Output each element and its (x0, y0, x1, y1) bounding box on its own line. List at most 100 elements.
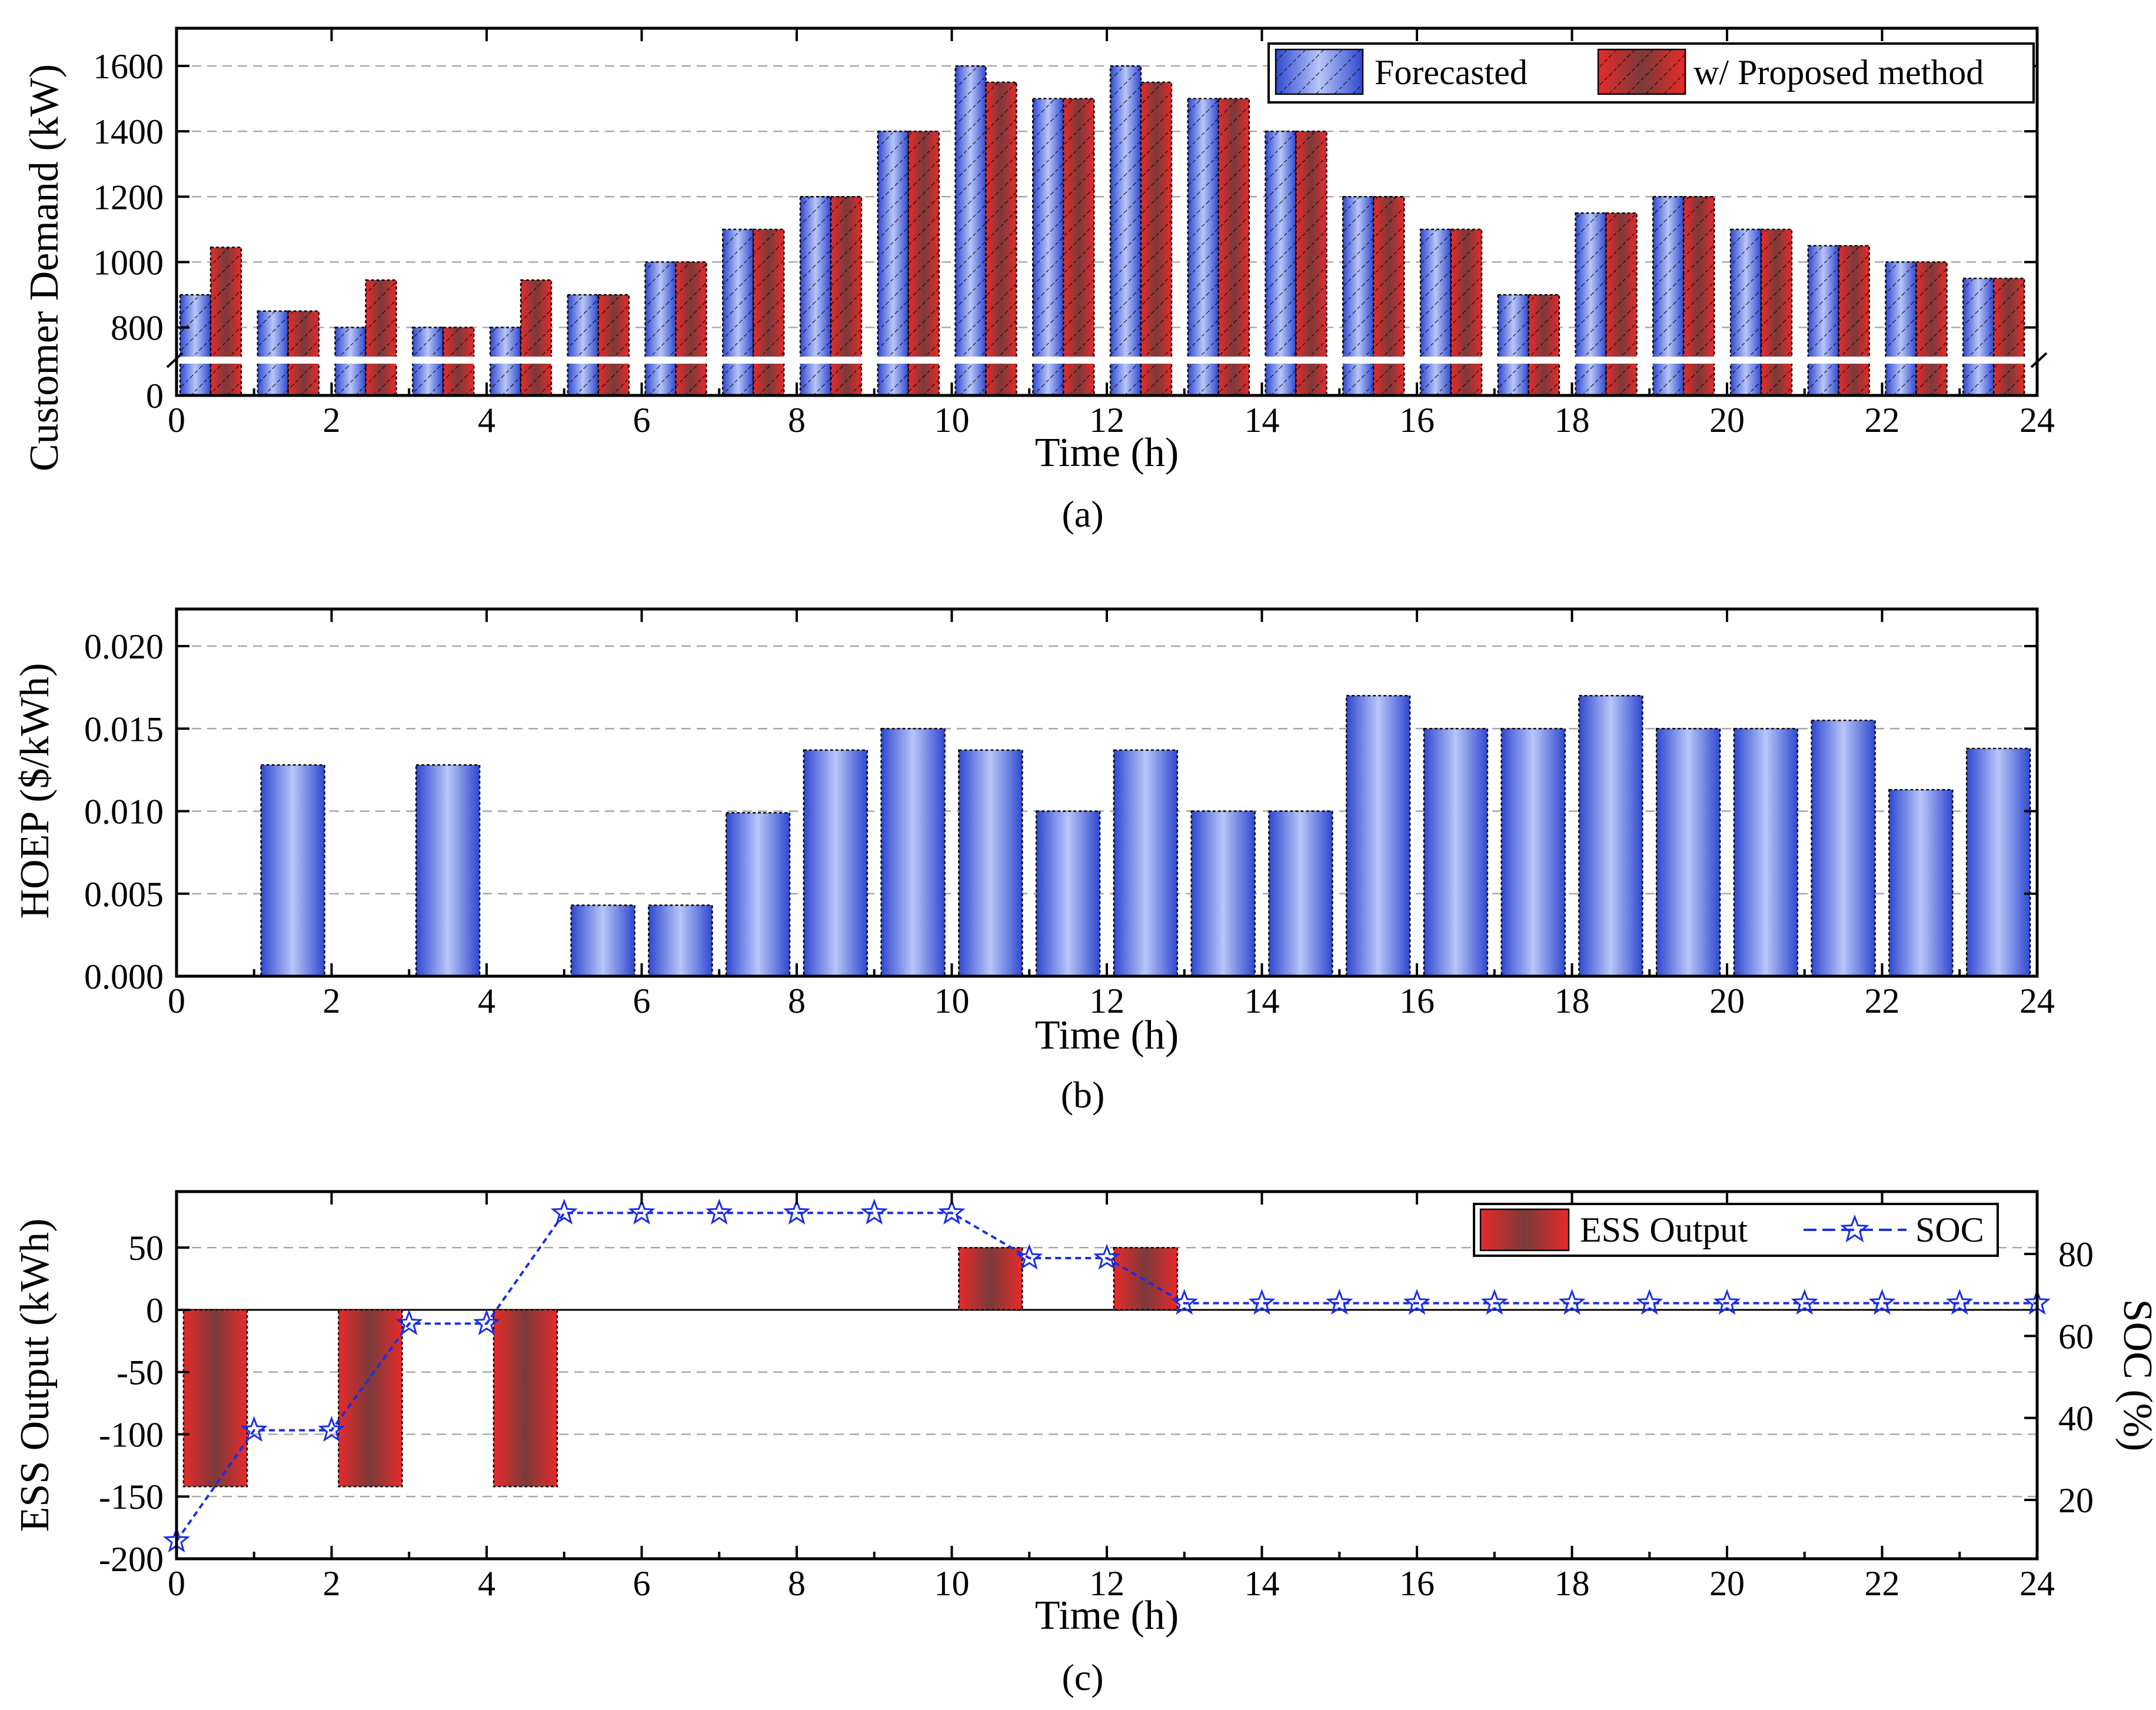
x-tick-label: 24 (2019, 401, 2055, 440)
bar-forecasted-hatch (1731, 229, 1761, 395)
soc-line-path (175, 1212, 2037, 1542)
bar-proposed-hatch (1994, 278, 2025, 395)
legend-label-soc: SOC (1915, 1210, 1984, 1249)
soc-point (240, 1416, 268, 1442)
bar-forecasted-hatch (1498, 294, 1529, 395)
panel-a-legend: Forecasted w/ Proposed method (1267, 42, 2035, 104)
bar-forecasted-hatch (1110, 66, 1141, 396)
panel-b-bars (260, 694, 2031, 977)
y-tick-label: 0 (146, 1291, 164, 1330)
bar-proposed-hatch (1761, 229, 1792, 395)
bar-forecasted-hatch (1420, 229, 1451, 395)
x-tick-label: 22 (1865, 982, 1900, 1020)
panel-b-caption: (b) (1061, 1074, 1105, 1116)
bar-ess-output (1113, 1246, 1179, 1311)
bar-forecasted-hatch (800, 197, 831, 395)
soc-point (1248, 1289, 1276, 1315)
soc-point (1480, 1289, 1508, 1315)
bar-hoep (1655, 728, 1721, 977)
y2-tick-label: 20 (2058, 1481, 2094, 1520)
soc-point (1093, 1243, 1121, 1270)
panel-b-ylabel: HOEP ($/kWh) (12, 663, 58, 919)
soc-point (1713, 1289, 1741, 1315)
panel-b-xlabel: Time (h) (1035, 1013, 1179, 1058)
bar-hoep (958, 749, 1023, 977)
bar-hoep (648, 904, 713, 977)
y-tick-label: 1600 (93, 47, 164, 86)
bar-hoep (1578, 694, 1643, 977)
bar-hoep (725, 812, 791, 977)
bar-hoep (1811, 720, 1876, 977)
bar-proposed-hatch (1141, 82, 1172, 395)
x-tick-label: 6 (633, 1564, 651, 1603)
bar-ess-output (182, 1309, 248, 1488)
soc-point (1558, 1289, 1586, 1315)
bar-proposed-hatch (1063, 98, 1094, 395)
y-tick-label: 1000 (93, 243, 164, 282)
y-tick-label: 0.015 (84, 710, 164, 748)
bar-proposed-hatch (1528, 294, 1559, 395)
bar-forecasted-hatch (955, 66, 986, 396)
bar-proposed-hatch (521, 280, 551, 395)
x-tick-label: 8 (788, 1564, 806, 1603)
x-tick-label: 18 (1555, 1564, 1590, 1603)
soc-point (1791, 1289, 1818, 1315)
bar-proposed-hatch (908, 131, 939, 395)
y-tick-label: 1200 (93, 178, 164, 217)
x-tick-label: 22 (1865, 401, 1900, 440)
y-tick-label: -100 (99, 1415, 164, 1454)
x-tick-label: 22 (1865, 1564, 1900, 1603)
y-tick-label: 800 (111, 308, 164, 347)
bar-forecasted-hatch (723, 229, 754, 395)
x-tick-label: 0 (168, 982, 185, 1020)
bar-hoep (1113, 749, 1179, 977)
bar-forecasted-hatch (257, 311, 288, 395)
panel-a-xlabel: Time (h) (1035, 430, 1179, 475)
bar-forecasted-hatch (877, 131, 909, 395)
x-tick-label: 0 (168, 1564, 185, 1603)
x-tick-label: 2 (323, 401, 341, 440)
bar-hoep (415, 764, 481, 977)
bar-proposed-hatch (598, 294, 629, 395)
bar-hoep (1035, 810, 1101, 977)
x-tick-label: 8 (788, 982, 806, 1020)
y-tick-label: 50 (128, 1229, 164, 1267)
x-tick-label: 12 (1089, 401, 1124, 440)
soc-point (318, 1416, 345, 1442)
x-tick-label: 6 (633, 982, 651, 1020)
y-tick-label: 1400 (93, 112, 164, 151)
bar-hoep (1965, 747, 2031, 977)
soc-point (1016, 1243, 1043, 1270)
bar-forecasted-hatch (645, 262, 676, 395)
x-tick-label: 18 (1555, 982, 1590, 1020)
bar-hoep (1345, 694, 1411, 977)
bar-hoep (1423, 728, 1489, 977)
panel-c-y2label: SOC (%) (2115, 1299, 2156, 1452)
panel-a-axis-break (166, 352, 2048, 368)
x-tick-label: 10 (934, 401, 970, 440)
bar-proposed-hatch (1373, 197, 1405, 395)
bar-proposed-hatch (288, 311, 319, 395)
bar-proposed-hatch (1838, 245, 1869, 395)
bar-forecasted-hatch (1653, 197, 1684, 395)
x-tick-label: 16 (1399, 401, 1435, 440)
bar-proposed-hatch (1218, 98, 1249, 395)
panel-c-gridlines (177, 1246, 2037, 1498)
x-tick-label: 20 (1709, 401, 1745, 440)
legend-swatch-ess-output (1479, 1208, 1570, 1252)
x-tick-label: 4 (478, 401, 495, 440)
bar-proposed-hatch (1451, 229, 1482, 395)
y2-tick-label: 80 (2058, 1235, 2094, 1274)
soc-point (706, 1199, 733, 1225)
bar-forecasted-hatch (1885, 262, 1917, 395)
x-tick-label: 18 (1555, 401, 1590, 440)
legend-label-proposed: w/ Proposed method (1693, 53, 1984, 92)
bar-forecasted-hatch (1343, 197, 1374, 395)
soc-point (783, 1198, 811, 1225)
x-tick-label: 12 (1089, 1564, 1124, 1603)
bar-proposed-hatch (365, 280, 397, 395)
